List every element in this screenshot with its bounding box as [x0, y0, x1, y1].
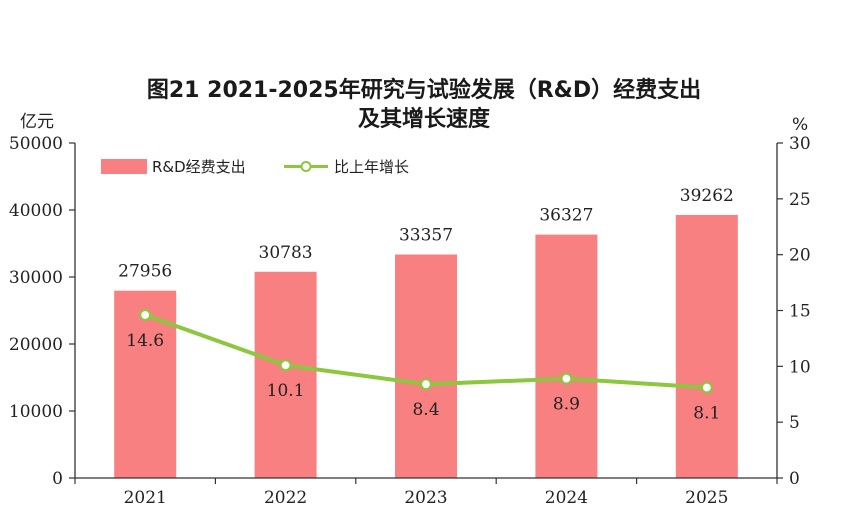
bar-value-label: 33357 [399, 226, 453, 246]
left-tick-label: 30000 [9, 268, 63, 288]
x-tick-label: 2022 [264, 488, 307, 508]
bar-value-label: 30783 [259, 243, 313, 263]
legend-bar-swatch [101, 159, 147, 174]
left-tick-label: 40000 [9, 201, 63, 221]
left-axis-unit: 亿元 [20, 112, 54, 132]
right-tick-label: 15 [789, 302, 811, 322]
right-tick-label: 30 [789, 134, 811, 154]
legend: R&D经费支出 比上年增长 [101, 158, 409, 176]
bar-value-label: 36327 [539, 206, 593, 226]
x-tick-label: 2024 [545, 488, 588, 508]
right-tick-label: 25 [789, 190, 811, 210]
right-axis-unit: % [792, 115, 808, 135]
chart-title-line1: 图21 2021-2025年研究与试验发展（R&D）经费支出 [147, 77, 701, 103]
x-tick-label: 2023 [404, 488, 447, 508]
right-tick-label: 5 [789, 413, 800, 433]
growth-value-label: 10.1 [267, 381, 305, 401]
bar-2025 [675, 214, 738, 479]
chart-title-line2: 及其增长速度 [358, 106, 491, 132]
growth-point-2021 [139, 308, 152, 322]
x-tick-label: 2021 [124, 488, 167, 508]
growth-value-label: 8.9 [553, 395, 580, 415]
growth-value-label: 8.1 [693, 404, 720, 424]
growth-point-2023 [419, 378, 433, 391]
legend-line-label: 比上年增长 [334, 158, 409, 176]
x-tick-label: 2025 [685, 488, 728, 508]
legend-line-marker [300, 161, 312, 172]
bar-2023 [395, 254, 457, 478]
right-tick-label: 10 [789, 357, 811, 377]
left-tick-label: 0 [52, 469, 63, 489]
growth-point-2025 [700, 381, 713, 394]
right-tick-label: 20 [789, 246, 811, 266]
growth-point-2022 [279, 359, 292, 372]
left-tick-label: 50000 [9, 134, 63, 154]
right-tick-label: 0 [789, 469, 800, 489]
growth-value-label: 14.6 [126, 331, 164, 351]
plot-area: 0100002000030000400005000005101520253020… [9, 134, 811, 508]
left-tick-label: 20000 [9, 335, 63, 355]
left-tick-label: 10000 [9, 402, 63, 422]
bar-2022 [254, 271, 317, 478]
bar-value-label: 27956 [118, 262, 172, 282]
bar-2024 [535, 234, 598, 478]
legend-bar-label: R&D经费支出 [152, 158, 246, 176]
bar-value-label: 39262 [680, 186, 734, 206]
growth-value-label: 8.4 [412, 400, 439, 420]
growth-point-2024 [560, 372, 573, 385]
